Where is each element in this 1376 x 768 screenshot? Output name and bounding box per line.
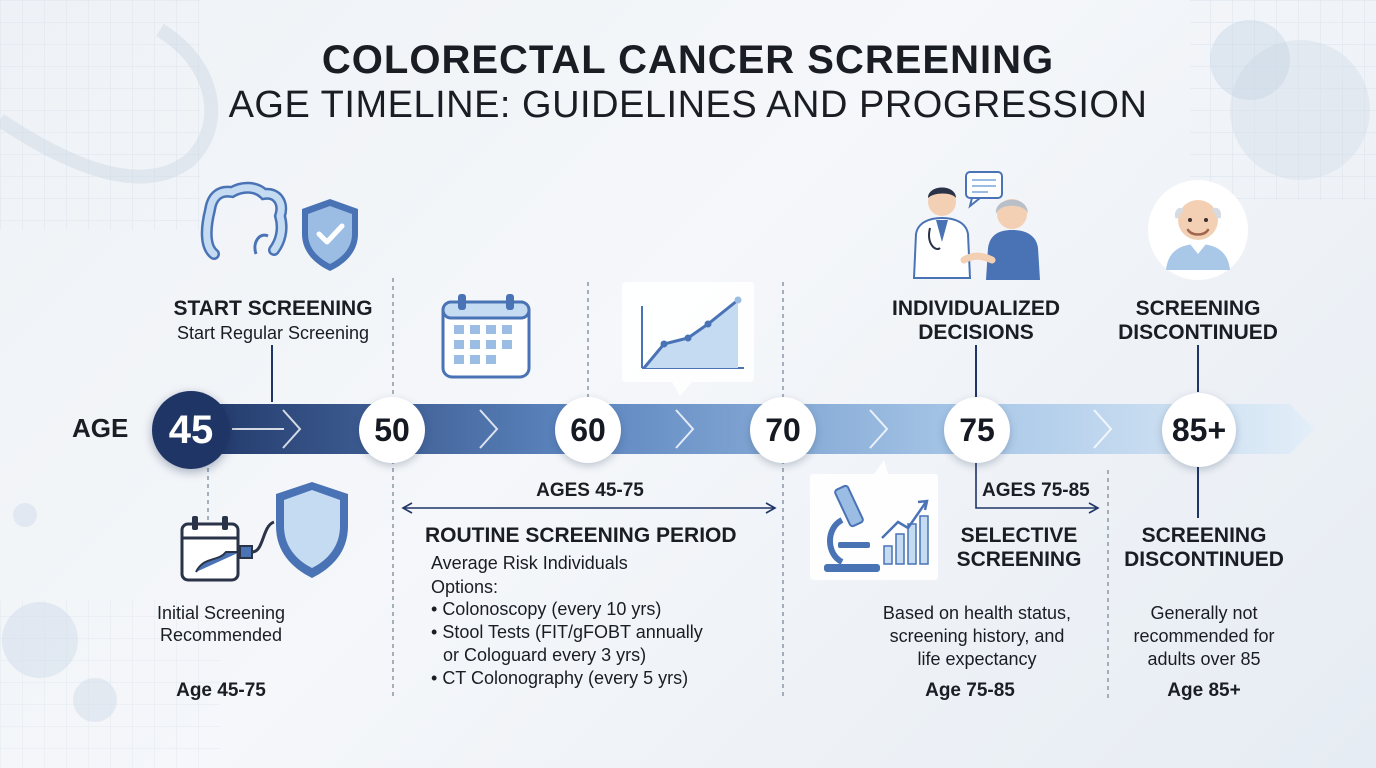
age-marker-45: 45: [152, 391, 230, 469]
elderly-person-icon: [1148, 180, 1248, 280]
doctor-patient-icon: [912, 171, 1040, 280]
colon-icon: [200, 181, 288, 260]
routine-option-stool-tests-cont: or Cologuard every 3 yrs): [443, 645, 647, 665]
start-screening-heading: START SCREENING: [173, 297, 373, 320]
discontinued-desc-line-2: recommended for: [1133, 626, 1275, 646]
routine-option-ct: CT Colonography (every 5 yrs): [431, 667, 771, 690]
discontinued-age-range: Age 85+: [1167, 680, 1241, 701]
selective-age-range: Age 75-85: [925, 680, 1015, 701]
start-screening-subheading: Start Regular Screening: [176, 323, 370, 343]
title-line-1: COLORECTAL CANCER SCREENING: [321, 38, 1055, 82]
discontinued-top-heading-line-1: SCREENING: [1135, 297, 1261, 320]
discontinued-bottom-heading-line-2: DISCONTINUED: [1124, 548, 1284, 571]
routine-heading: ROUTINE SCREENING PERIOD: [425, 524, 737, 547]
individualized-heading-line-1: INDIVIDUALIZED: [892, 297, 1060, 320]
age-marker-75: 75: [944, 397, 1010, 463]
routine-option-stool-tests: Stool Tests (FIT/gFOBT annually: [431, 621, 771, 644]
age-marker-70: 70: [750, 397, 816, 463]
routine-options-label: Options:: [431, 577, 499, 597]
initial-screening-note: Initial Screening Recommended: [156, 603, 286, 645]
discontinued-desc-line-1: Generally not: [1150, 603, 1258, 623]
routine-details: Average Risk Individuals Options: Colono…: [431, 552, 771, 690]
start-age-range: Age 45-75: [176, 680, 266, 701]
individualized-heading-line-2: DECISIONS: [918, 321, 1034, 344]
routine-options-list: Colonoscopy (every 10 yrs) Stool Tests (…: [431, 598, 771, 690]
microscope-icon: [810, 460, 938, 580]
trend-chart-icon: [622, 282, 754, 396]
age-axis-label: AGE: [72, 413, 129, 443]
routine-range-label: AGES 45-75: [536, 480, 644, 501]
screening-test-icon: [180, 482, 348, 582]
discontinued-desc-line-3: adults over 85: [1147, 649, 1261, 669]
selective-range-label: AGES 75-85: [982, 480, 1090, 501]
title-line-2: AGE TIMELINE: GUIDELINES AND PROGRESSION: [228, 84, 1148, 126]
selective-heading-line-1: SELECTIVE: [960, 524, 1078, 547]
age-marker-60: 60: [555, 397, 621, 463]
selective-desc-line-2: screening history, and: [889, 626, 1065, 646]
discontinued-top-heading-line-2: DISCONTINUED: [1118, 321, 1278, 344]
age-marker-85-plus: 85+: [1162, 393, 1236, 467]
age-marker-50: 50: [359, 397, 425, 463]
routine-option-colonoscopy: Colonoscopy (every 10 yrs): [431, 598, 771, 621]
shield-check-icon: [302, 199, 358, 271]
calendar-icon: [441, 294, 531, 379]
routine-audience: Average Risk Individuals: [431, 553, 628, 573]
selective-heading-line-2: SCREENING: [956, 548, 1082, 571]
discontinued-bottom-heading-line-1: SCREENING: [1141, 524, 1267, 547]
selective-desc-line-3: life expectancy: [917, 649, 1037, 669]
selective-desc-line-1: Based on health status,: [882, 603, 1072, 623]
